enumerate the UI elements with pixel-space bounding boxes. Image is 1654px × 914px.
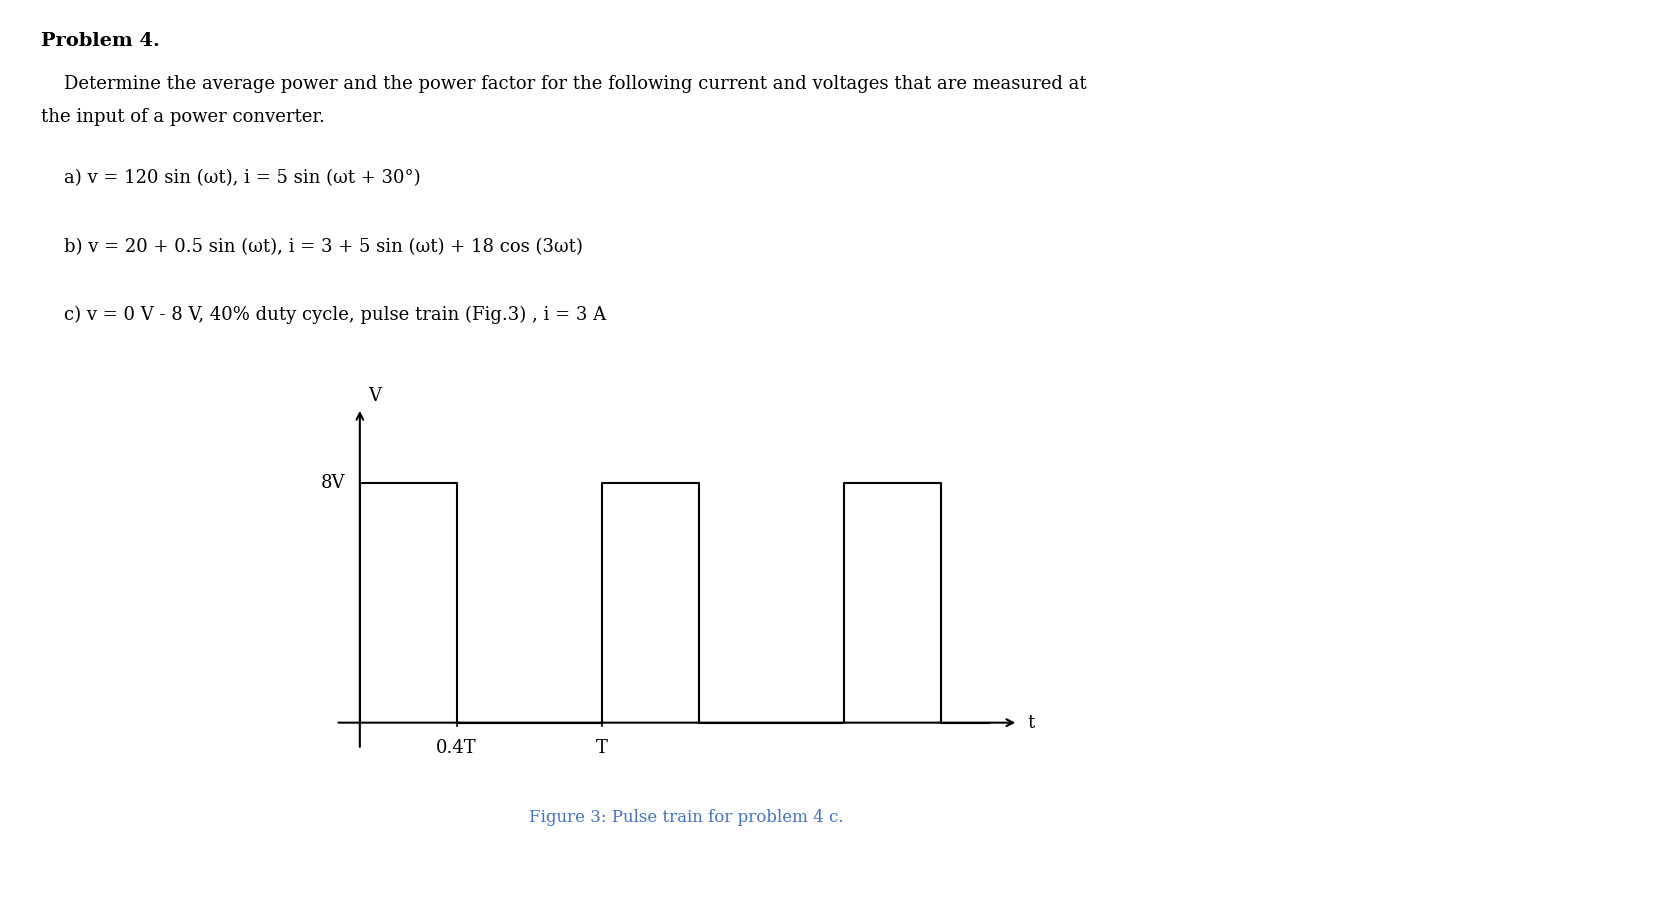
Text: a) v = 120 sin (ωt), i = 5 sin (ωt + 30°): a) v = 120 sin (ωt), i = 5 sin (ωt + 30°… <box>41 169 422 187</box>
Text: T: T <box>595 739 607 757</box>
Text: 8V: 8V <box>321 474 346 492</box>
Text: Problem 4.: Problem 4. <box>41 32 160 50</box>
Text: Determine the average power and the power factor for the following current and v: Determine the average power and the powe… <box>41 75 1087 93</box>
Text: Figure 3: Pulse train for problem 4 c.: Figure 3: Pulse train for problem 4 c. <box>529 809 844 826</box>
Text: t: t <box>1027 714 1035 732</box>
Text: the input of a power converter.: the input of a power converter. <box>41 108 326 126</box>
Text: 0.4T: 0.4T <box>437 739 476 757</box>
Text: b) v = 20 + 0.5 sin (ωt), i = 3 + 5 sin (ωt) + 18 cos (3ωt): b) v = 20 + 0.5 sin (ωt), i = 3 + 5 sin … <box>41 238 584 256</box>
Text: V: V <box>367 387 380 405</box>
Text: c) v = 0 V - 8 V, 40% duty cycle, pulse train (Fig.3) , i = 3 A: c) v = 0 V - 8 V, 40% duty cycle, pulse … <box>41 306 607 324</box>
